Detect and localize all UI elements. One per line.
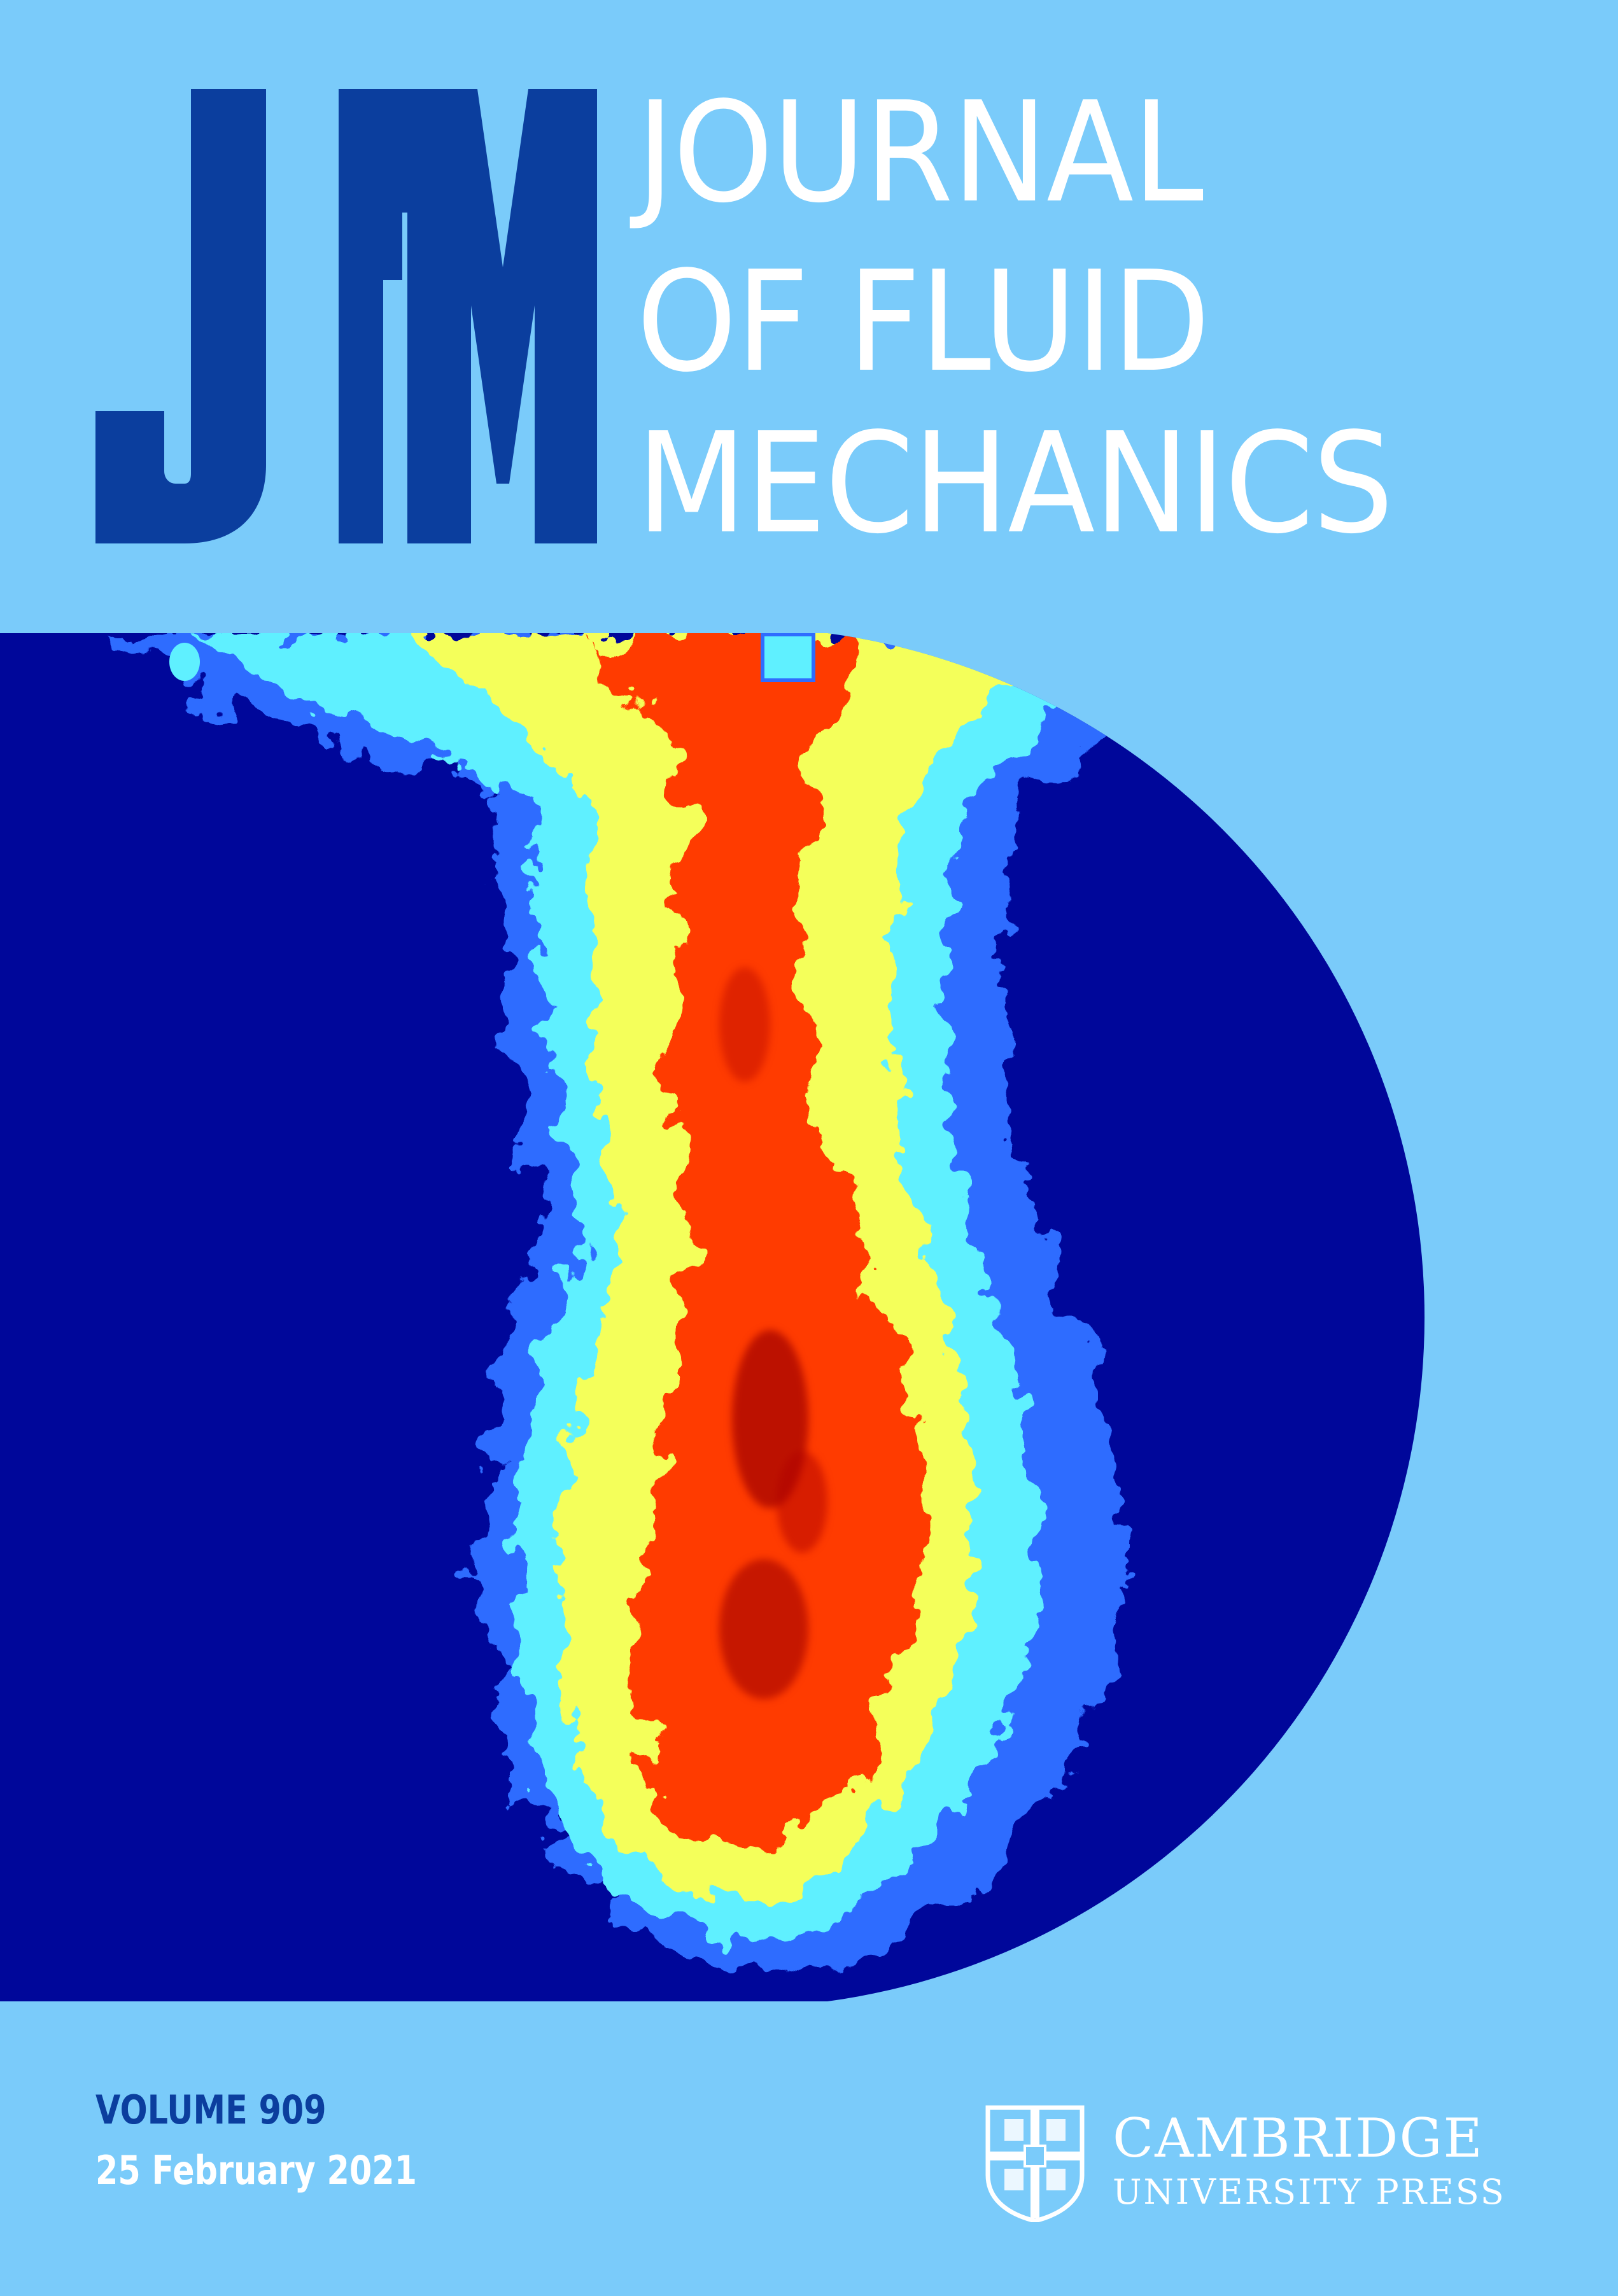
university-crest-icon xyxy=(985,2105,1085,2222)
plume-blob xyxy=(169,643,200,681)
journal-title-line-2: OF FLUID xyxy=(637,242,1211,403)
publisher-name: CAMBRIDGE xyxy=(1113,2107,1484,2169)
journal-title-line-1: JOURNAL xyxy=(637,73,1204,234)
volume-number: VOLUME 909 xyxy=(95,2087,327,2133)
jfm-logo xyxy=(95,89,597,543)
plume-red-core xyxy=(586,633,925,1849)
journal-title-line-3: MECHANICS xyxy=(637,403,1394,564)
publisher-subtitle: UNIVERSITY PRESS xyxy=(1113,2172,1506,2212)
plume-nozzle xyxy=(761,633,815,682)
plume-dark-spots xyxy=(719,967,827,1699)
issue-date: 25 February 2021 xyxy=(95,2147,417,2194)
